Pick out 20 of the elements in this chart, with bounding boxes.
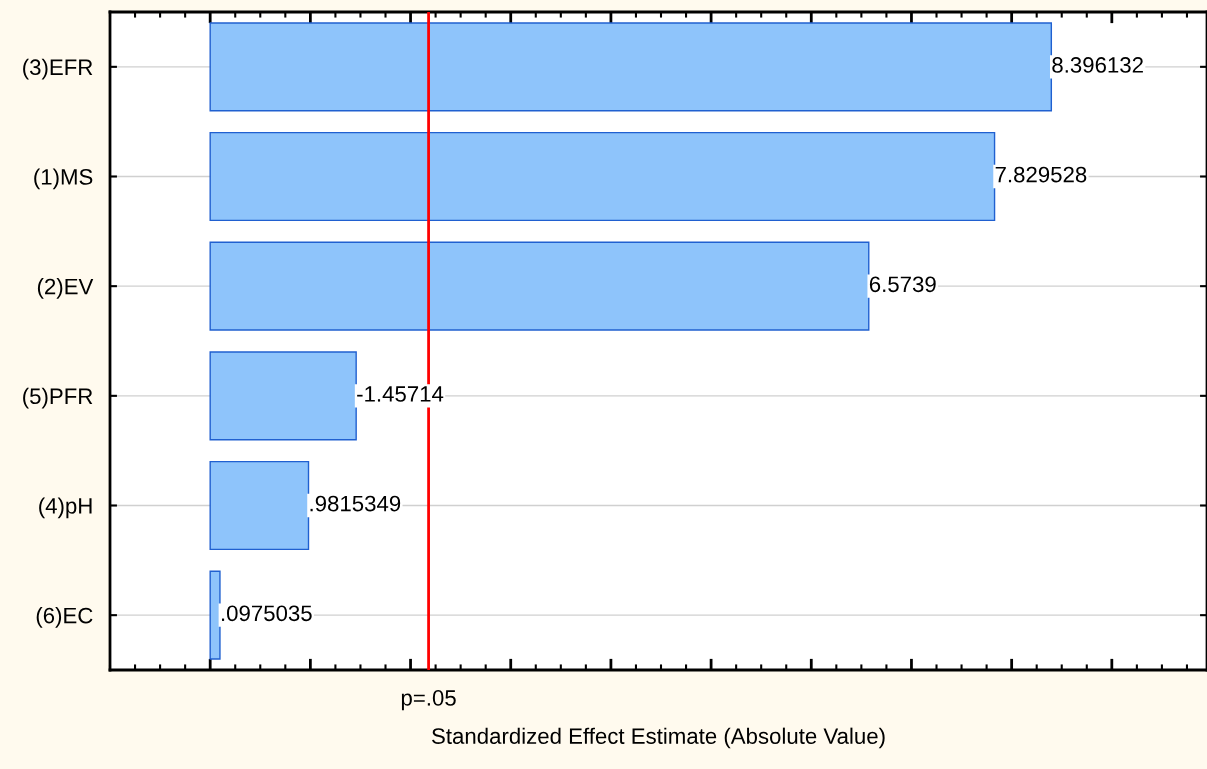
bar — [209, 22, 1053, 112]
y-tick-label: (1)MS — [34, 168, 93, 190]
y-tick-label: (5)PFR — [23, 387, 93, 409]
y-tick-label: (2)EV — [37, 278, 94, 299]
bar — [209, 460, 310, 551]
y-tick-label: (6)EC — [36, 607, 93, 628]
ref-line-label: p=.05 — [401, 690, 456, 711]
annotation: -1.45714 — [357, 386, 444, 402]
data-label: .0975035 — [221, 605, 312, 622]
y-tick-label: (4)pH — [39, 497, 92, 519]
data-label: .9815349 — [310, 495, 401, 512]
data-label: 6.5739 — [869, 276, 936, 293]
bar — [209, 351, 357, 441]
bar — [209, 570, 221, 660]
data-label: 8.396132 — [1052, 57, 1143, 73]
bar — [209, 241, 870, 331]
data-label: 7.829528 — [995, 166, 1087, 183]
x-axis-title: Standardized Effect Estimate (Absolute Value) — [432, 727, 885, 749]
bar — [209, 131, 996, 222]
y-tick-label: (3)EFR — [23, 58, 93, 80]
